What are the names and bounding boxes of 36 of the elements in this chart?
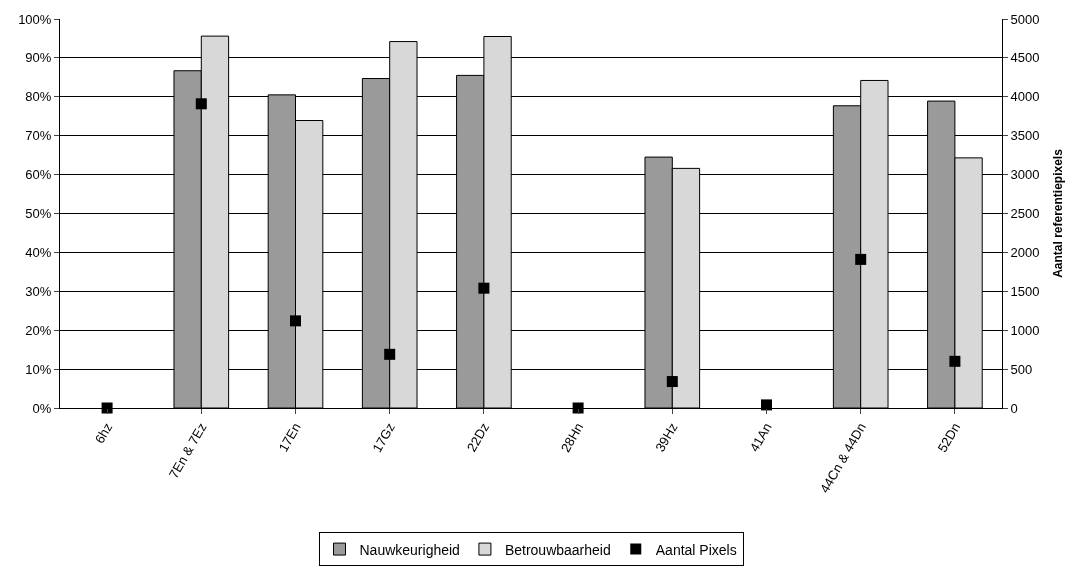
y2-tick-label: 1500 <box>1010 283 1040 299</box>
y2-tick-label: 4500 <box>1010 50 1040 66</box>
y-tick-label: 40% <box>25 244 52 260</box>
y2-tick-label: 2000 <box>1010 244 1040 260</box>
y-tick-label: 90% <box>25 50 52 66</box>
point <box>949 355 961 367</box>
y2-tick-label: 1000 <box>1010 322 1040 338</box>
y2-tick-label: 5000 <box>1010 11 1040 27</box>
legend-label: Aantal Pixels <box>655 541 737 558</box>
y-tick-label: 80% <box>25 89 52 105</box>
y2-tick-label: 3500 <box>1010 128 1040 144</box>
point <box>855 253 867 265</box>
y-tick-label: 60% <box>25 167 52 183</box>
y-tick-label: 70% <box>25 128 52 144</box>
point <box>478 282 490 294</box>
y2-tick-label: 4000 <box>1010 89 1040 105</box>
y2-tick-label: 2500 <box>1010 206 1040 222</box>
point <box>384 348 396 360</box>
point <box>195 98 207 110</box>
point <box>290 315 301 327</box>
y-tick-label: 100% <box>18 11 52 27</box>
x-tick-label: 6hz <box>91 420 116 447</box>
y-tick-label: 0% <box>32 400 52 416</box>
y-tick-label: 20% <box>25 322 52 338</box>
point <box>761 399 772 411</box>
y2-axis-title: Aantal referentiepixels <box>1051 148 1066 278</box>
legend-label: Nauwkeurigheid <box>359 541 460 558</box>
y-tick-label: 50% <box>25 206 52 222</box>
point <box>666 376 678 388</box>
legend-label: Betrouwbaarheid <box>504 541 611 558</box>
x-tick-label: 7En & 7Ez <box>165 420 210 482</box>
y2-tick-label: 500 <box>1010 361 1033 377</box>
y2-tick-label: 3000 <box>1010 167 1040 183</box>
y-tick-label: 10% <box>25 361 52 377</box>
y-tick-label: 30% <box>25 283 52 299</box>
y2-tick-label: 0 <box>1010 400 1018 416</box>
